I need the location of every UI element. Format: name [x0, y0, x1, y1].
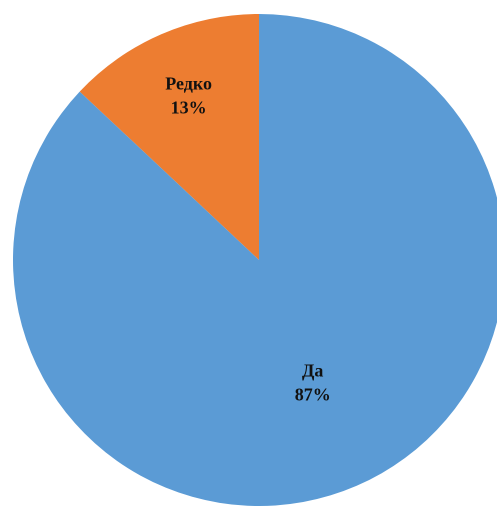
pie-slice-label: Да [302, 360, 323, 380]
pie-slice-0 [79, 14, 259, 260]
pie-slice-value-label: 87% [295, 384, 331, 404]
pie-slice-value-label: 13% [171, 98, 207, 118]
pie-slice-label: Редко [165, 74, 212, 94]
pie-slice-1 [13, 14, 497, 506]
